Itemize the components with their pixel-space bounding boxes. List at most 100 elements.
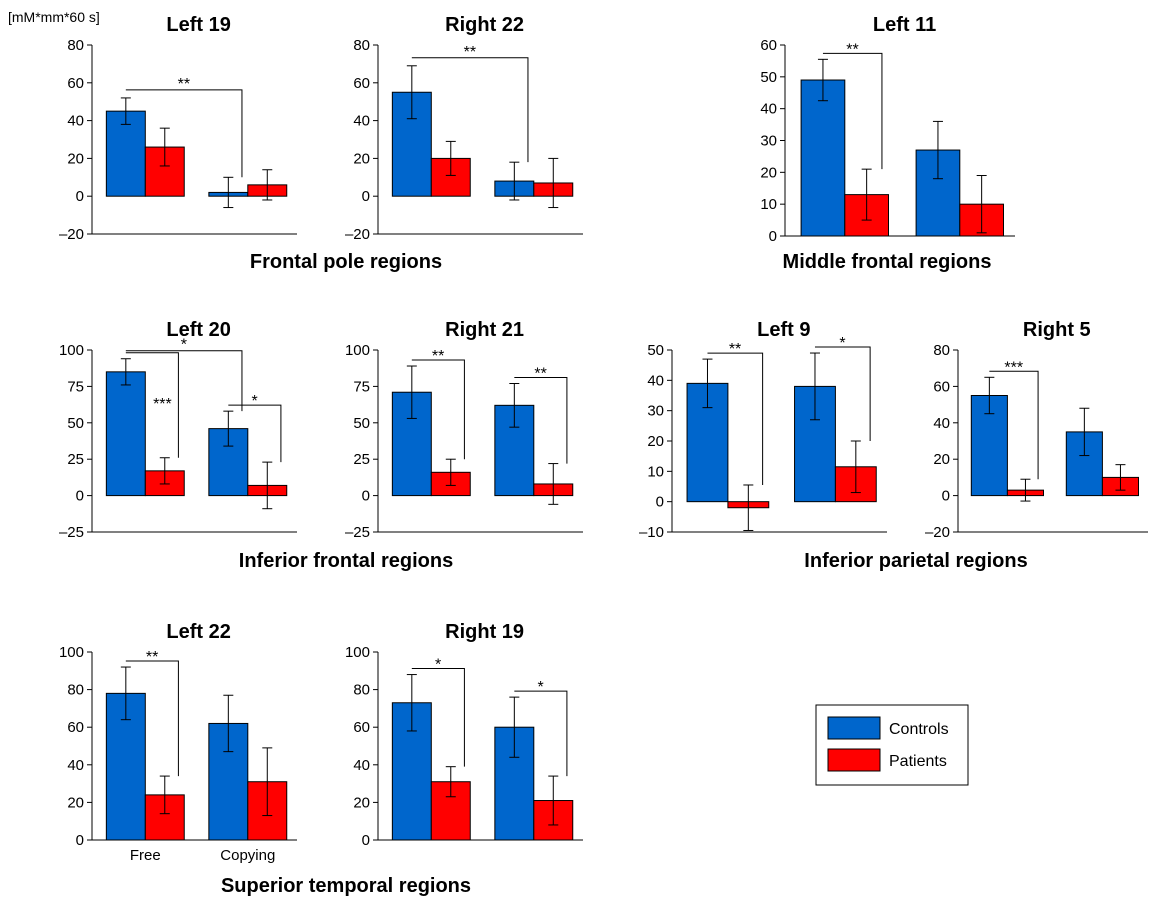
y-tick-label: 60	[67, 719, 84, 736]
y-tick-label: 0	[362, 188, 370, 205]
chart-panel-2: Right 22 –20 0 20 40 60 80 **	[345, 14, 583, 243]
significance-label: **	[729, 341, 741, 358]
y-tick-label: 100	[59, 644, 84, 661]
bar-controls	[105, 110, 146, 197]
significance-label: ***	[1004, 359, 1023, 376]
chart-panel-3: Left 11 0 10 20 30 40 50 60 **	[760, 14, 1015, 245]
significance-label: *	[537, 679, 543, 696]
y-tick-label: –20	[345, 226, 370, 243]
legend-swatch-controls	[827, 716, 881, 740]
y-tick-label: –20	[925, 524, 950, 541]
significance-label: *	[251, 393, 257, 410]
y-tick-label: 20	[67, 794, 84, 811]
significance-label: *	[181, 337, 187, 354]
y-tick-label: 50	[760, 69, 777, 86]
chart-title: Left 19	[166, 14, 230, 36]
y-tick-label: 20	[933, 451, 950, 468]
y-tick-label: 20	[67, 150, 84, 167]
y-tick-label: 40	[67, 757, 84, 774]
significance-bracket	[125, 352, 179, 458]
significance-bracket	[411, 668, 465, 767]
y-tick-label: 60	[760, 37, 777, 54]
y-tick-label: 0	[769, 228, 777, 245]
group-title-superior-temporal: Superior temporal regions	[221, 875, 471, 897]
chart-panel-9: Right 19 0 20 40 60 80 100 * *	[345, 621, 583, 849]
unit-label: [mM*mm*60 s]	[8, 9, 100, 25]
y-tick-label: 80	[933, 342, 950, 359]
significance-label: *	[435, 657, 441, 674]
chart-title: Left 20	[166, 319, 230, 341]
significance-label: **	[432, 348, 444, 365]
y-tick-label: 20	[760, 164, 777, 181]
y-tick-label: 40	[933, 415, 950, 432]
group-title-frontal-pole: Frontal pole regions	[250, 251, 442, 273]
y-tick-label: 40	[760, 101, 777, 118]
legend-swatch-patients	[827, 748, 881, 772]
significance-label: **	[464, 44, 476, 61]
x-tick-label: Copying	[220, 847, 275, 864]
y-tick-label: 0	[76, 188, 84, 205]
chart-title: Left 22	[166, 621, 230, 643]
y-tick-label: 0	[362, 488, 370, 505]
y-tick-label: –10	[639, 524, 664, 541]
significance-bracket	[125, 350, 243, 412]
chart-title: Right 22	[445, 14, 524, 36]
chart-title: Right 5	[1023, 319, 1091, 341]
legend-label-controls: Controls	[889, 721, 949, 738]
chart-title: Right 21	[445, 319, 524, 341]
y-tick-label: 20	[353, 150, 370, 167]
y-tick-label: 0	[76, 832, 84, 849]
y-tick-label: 40	[647, 372, 664, 389]
y-tick-label: 0	[76, 488, 84, 505]
y-tick-label: 75	[67, 378, 84, 395]
y-tick-label: 25	[353, 451, 370, 468]
y-tick-label: 40	[67, 113, 84, 130]
y-tick-label: 20	[353, 794, 370, 811]
y-tick-label: 50	[67, 415, 84, 432]
chart-title: Right 19	[445, 621, 524, 643]
significance-label: **	[178, 76, 190, 93]
y-tick-label: 80	[67, 37, 84, 54]
group-title-middle-frontal: Middle frontal regions	[783, 251, 992, 273]
significance-bracket	[707, 352, 764, 485]
significance-bracket	[125, 660, 179, 777]
legend: Controls Patients	[815, 704, 969, 786]
y-tick-label: 50	[353, 415, 370, 432]
significance-bracket	[411, 359, 465, 460]
significance-label: **	[534, 365, 546, 382]
legend-label-patients: Patients	[889, 753, 947, 770]
y-tick-label: 60	[353, 719, 370, 736]
significance-label: *	[839, 335, 845, 352]
significance-bracket	[814, 346, 871, 441]
y-tick-label: 80	[353, 37, 370, 54]
chart-panel-1: Left 19 –20 0 20 40 60 80 **	[59, 14, 297, 243]
y-tick-label: 100	[345, 644, 370, 661]
y-tick-label: 10	[760, 196, 777, 213]
x-tick-label: Free	[130, 847, 161, 864]
y-tick-label: 50	[647, 342, 664, 359]
y-tick-label: 40	[353, 113, 370, 130]
y-tick-label: 0	[656, 494, 664, 511]
y-tick-label: 100	[345, 342, 370, 359]
y-tick-label: 0	[362, 832, 370, 849]
y-tick-label: 30	[647, 403, 664, 420]
y-tick-label: 0	[942, 488, 950, 505]
chart-panel-5: Right 21 –25 0 25 50 75 100 ** **	[345, 319, 583, 541]
y-tick-label: 10	[647, 463, 664, 480]
chart-title: Left 9	[757, 319, 810, 341]
y-tick-label: 40	[353, 757, 370, 774]
chart-panel-7: Right 5 –20 0 20 40 60 80 ***	[925, 319, 1148, 541]
y-tick-label: –25	[345, 524, 370, 541]
y-tick-label: 20	[647, 433, 664, 450]
significance-bracket	[514, 376, 568, 464]
y-tick-label: 80	[353, 682, 370, 699]
bar-controls	[800, 79, 846, 237]
y-tick-label: 80	[67, 682, 84, 699]
y-tick-label: 60	[933, 378, 950, 395]
y-tick-label: 60	[67, 75, 84, 92]
y-tick-label: 30	[760, 133, 777, 150]
